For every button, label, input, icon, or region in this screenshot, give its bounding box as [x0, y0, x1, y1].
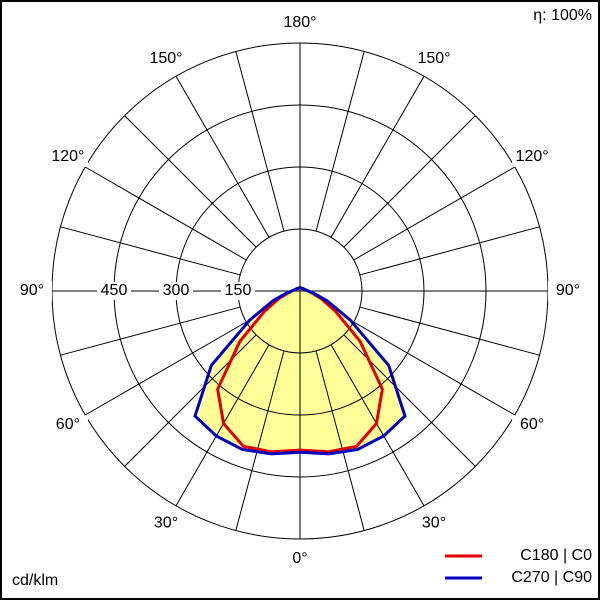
theta-tick-label: 150° [149, 50, 182, 67]
radial-line [315, 51, 365, 232]
label-bg [221, 282, 255, 300]
r-tick-label: 150 [225, 282, 252, 299]
radial-line [175, 344, 270, 507]
label-bg [146, 513, 186, 534]
theta-tick-label: 150° [417, 50, 450, 67]
theta-tick-label: 30° [154, 514, 178, 531]
r-tick-label: 450 [101, 282, 128, 299]
theta-tick-label: 0° [292, 550, 307, 567]
radial-line [235, 350, 285, 531]
label-bg [280, 13, 320, 33]
theta-tick-label: 90° [20, 282, 44, 299]
theta-tick-label: 90° [556, 282, 580, 299]
unit-label: cd/klm [12, 572, 58, 589]
theta-tick-label: 120° [51, 148, 84, 165]
legend-label: C270 | C90 [511, 569, 592, 586]
label-bg [512, 147, 553, 167]
theta-tick-label: 120° [516, 148, 549, 165]
intensity-curve [299, 286, 407, 456]
radial-line [353, 166, 516, 261]
efficiency-label: η: 100% [533, 7, 592, 24]
intensity-curve [193, 286, 301, 456]
label-bg [47, 147, 88, 167]
radial-line [330, 75, 425, 238]
label-bg [280, 549, 320, 569]
label-bg [159, 282, 193, 300]
radial-line [60, 306, 241, 356]
radial-line [359, 306, 540, 356]
theta-tick-label: 180° [283, 14, 316, 31]
radial-line [84, 321, 247, 416]
radial-line [353, 321, 516, 416]
label-bg [12, 281, 52, 301]
label-bg [414, 48, 454, 69]
theta-tick-label: 60° [56, 416, 80, 433]
radial-line [124, 115, 257, 248]
radial-line [235, 51, 285, 232]
radial-line [359, 226, 540, 276]
label-bg [97, 282, 131, 300]
radial-line [175, 75, 270, 238]
radial-line [315, 350, 365, 531]
label-bg [146, 48, 186, 69]
theta-tick-label: 30° [422, 514, 446, 531]
legend-label: C180 | C0 [520, 547, 592, 564]
label-bg [512, 415, 553, 435]
label-bg [414, 513, 454, 534]
radial-line [84, 166, 247, 261]
radial-line [343, 115, 476, 248]
label-bg [47, 415, 88, 435]
label-bg [548, 281, 588, 301]
radial-line [330, 344, 425, 507]
theta-tick-label: 60° [520, 416, 544, 433]
radial-line [60, 226, 241, 276]
r-tick-label: 300 [163, 282, 190, 299]
